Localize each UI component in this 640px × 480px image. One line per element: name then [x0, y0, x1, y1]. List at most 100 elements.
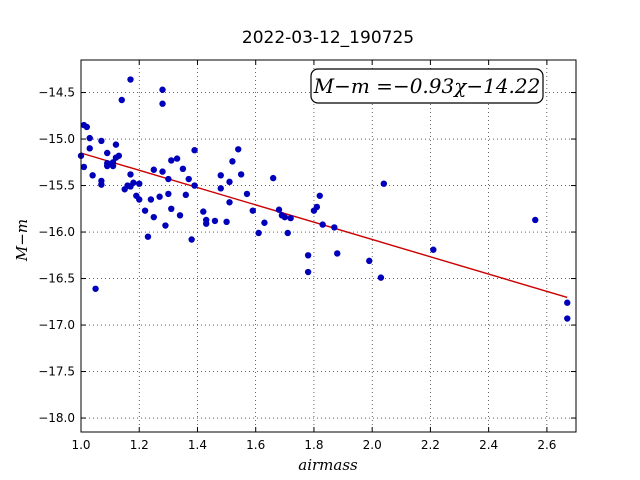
data-point	[287, 214, 294, 222]
data-point	[147, 196, 155, 203]
data-point	[136, 196, 143, 203]
data-point	[226, 199, 233, 206]
y-tick-label: −14.5	[38, 86, 75, 100]
x-axis-label: airmass	[298, 456, 358, 474]
data-point	[380, 180, 388, 187]
y-tick-label: −15.0	[38, 132, 75, 146]
data-point	[243, 190, 251, 198]
x-tick-label: 2.4	[479, 438, 498, 452]
y-tick-label: −17.5	[38, 365, 75, 379]
data-point	[191, 147, 198, 154]
data-point	[173, 155, 181, 162]
data-point	[159, 168, 166, 175]
data-point	[168, 205, 175, 212]
data-point	[127, 76, 134, 83]
data-point	[159, 86, 166, 93]
data-points	[77, 76, 571, 322]
y-axis-label: M−m	[13, 219, 31, 262]
x-tick-label: 1.4	[188, 438, 207, 452]
data-point	[229, 158, 236, 165]
data-point	[141, 207, 149, 214]
data-point	[185, 175, 192, 183]
data-point	[150, 213, 157, 221]
data-point	[564, 315, 571, 322]
data-point	[269, 174, 277, 182]
x-tick-label: 2.0	[363, 438, 382, 452]
data-point	[165, 190, 172, 198]
data-point	[156, 193, 163, 200]
data-point	[281, 213, 289, 221]
y-tick-labels: −14.5 −15.0 −15.5 −16.0 −16.5 −17.0 −17.5 −18.0	[38, 86, 75, 425]
data-point	[162, 222, 169, 229]
annotation-box: M−m =−0.93χ−14.22	[310, 68, 544, 104]
data-point	[182, 191, 190, 199]
data-point	[217, 172, 224, 179]
data-point	[284, 229, 291, 237]
data-point	[112, 141, 120, 148]
data-point	[275, 206, 283, 213]
annotation-frame	[310, 68, 544, 104]
data-point	[313, 203, 321, 211]
data-point	[203, 220, 210, 227]
data-point	[80, 163, 88, 171]
x-tick-label: 1.2	[130, 438, 149, 452]
data-point	[109, 162, 117, 170]
data-point	[136, 180, 143, 187]
data-point	[179, 165, 187, 173]
data-point	[98, 137, 105, 145]
y-tick-label: −15.5	[38, 179, 75, 193]
data-point	[86, 134, 93, 142]
y-tick-label: −17.0	[38, 318, 75, 332]
data-point	[366, 257, 373, 265]
data-point	[217, 185, 224, 192]
data-point	[319, 221, 326, 228]
chart-title: 2022-03-12_190725	[242, 28, 414, 48]
data-point	[159, 100, 166, 107]
data-point	[130, 179, 137, 186]
data-point	[211, 217, 219, 225]
y-tick-label: −16.0	[38, 225, 75, 239]
data-point	[188, 236, 195, 243]
data-point	[115, 152, 123, 159]
data-point	[150, 166, 157, 173]
x-tick-label: 1.0	[71, 438, 90, 452]
data-point	[104, 149, 111, 157]
data-point	[168, 157, 175, 164]
data-point	[92, 285, 99, 292]
data-point	[237, 171, 245, 178]
data-point	[83, 123, 91, 131]
fit-equation: M−m =−0.93χ−14.22	[313, 74, 541, 98]
data-point	[223, 218, 230, 226]
data-point	[191, 182, 198, 189]
x-tick-label: 2.2	[421, 438, 440, 452]
data-point	[226, 178, 233, 186]
x-tick-label: 2.6	[537, 438, 556, 452]
data-point	[89, 172, 96, 179]
data-point	[532, 216, 539, 224]
data-point	[165, 175, 172, 183]
data-point	[235, 146, 242, 153]
axis-ticks	[80, 60, 576, 432]
data-point	[334, 250, 341, 257]
data-point	[564, 299, 571, 306]
x-tick-label: 1.8	[304, 438, 323, 452]
y-tick-label: −18.0	[38, 411, 75, 425]
data-point	[304, 252, 312, 259]
data-point	[377, 274, 385, 281]
data-point	[261, 219, 268, 226]
data-point	[176, 212, 184, 219]
data-point	[144, 233, 152, 240]
data-point	[304, 268, 312, 276]
y-tick-label: −16.5	[38, 272, 75, 286]
data-point	[200, 208, 207, 215]
data-point	[98, 181, 105, 188]
data-point	[249, 207, 256, 214]
data-point	[331, 224, 338, 231]
data-point	[255, 229, 262, 237]
x-tick-labels: 1.0 1.2 1.4 1.6 1.8 2.0 2.2 2.4 2.6	[71, 438, 556, 452]
data-point	[127, 171, 134, 178]
data-point	[316, 192, 323, 199]
x-tick-label: 1.6	[246, 438, 265, 452]
plot-frame	[80, 59, 577, 433]
